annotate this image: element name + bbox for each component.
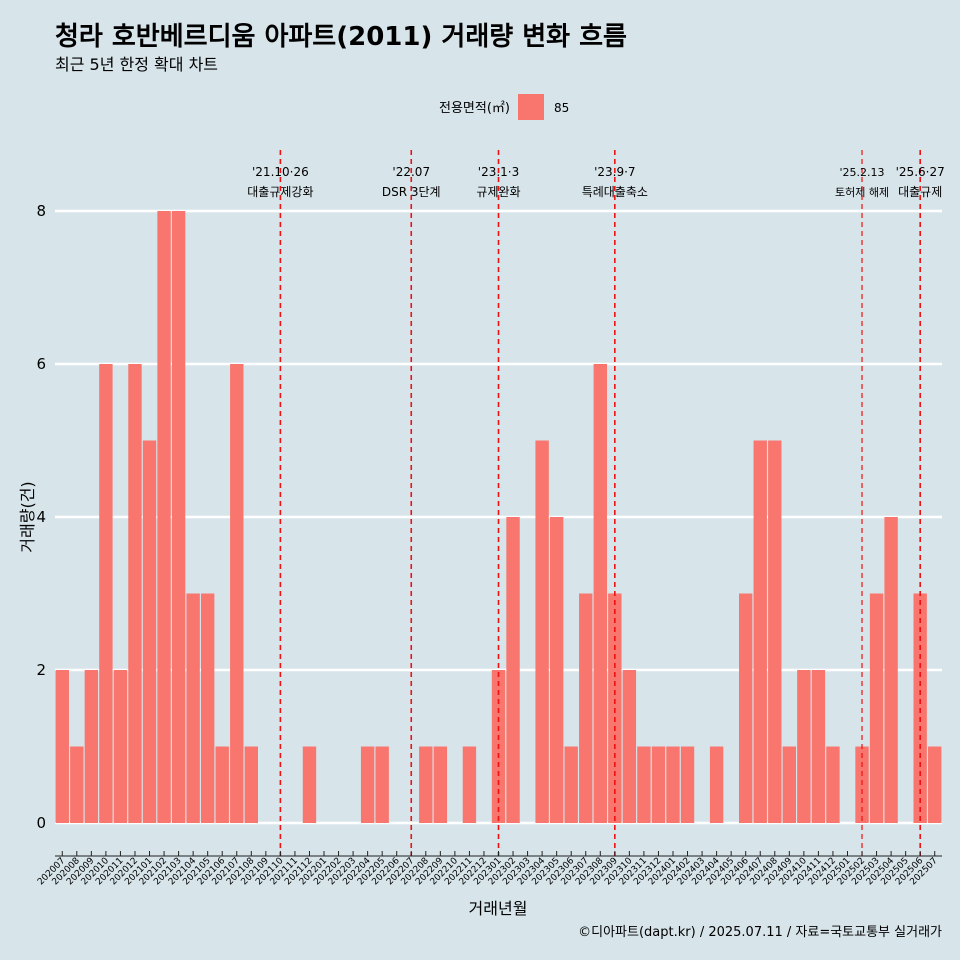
bar <box>739 593 753 823</box>
bar <box>826 746 840 823</box>
y-tick-label: 4 <box>36 508 46 526</box>
bar <box>84 670 99 823</box>
bar <box>506 517 520 823</box>
event-date-label: '21.10·26 <box>252 165 309 179</box>
y-tick-label: 6 <box>36 355 46 373</box>
bars <box>55 211 942 823</box>
chart-title: 청라 호반베르디움 아파트(2011) 거래량 변화 흐름 <box>55 22 627 52</box>
bar <box>433 746 448 823</box>
bar <box>99 364 113 823</box>
bar <box>666 746 680 823</box>
bar <box>709 746 724 823</box>
bar <box>55 670 69 823</box>
bar <box>462 746 477 823</box>
legend-item-label: 85 <box>554 101 569 115</box>
event-name-label: 특례대출축소 <box>582 185 648 199</box>
bar <box>797 670 811 823</box>
bar <box>200 593 215 823</box>
event-date-label: '23.1·3 <box>478 165 519 179</box>
legend-swatch <box>518 94 544 120</box>
event-name-label: 규제완화 <box>476 185 520 199</box>
bar <box>549 517 564 823</box>
bar <box>535 440 549 823</box>
bar <box>142 440 157 823</box>
bar <box>375 746 389 823</box>
bar <box>651 746 666 823</box>
bar <box>637 746 651 823</box>
bar <box>215 746 229 823</box>
bar <box>171 211 186 823</box>
event-date-label: '23.9·7 <box>594 165 635 179</box>
event-date-label: '22.07 <box>392 165 430 179</box>
x-axis-title: 거래년월 <box>469 899 528 918</box>
bar <box>884 517 898 823</box>
bar <box>157 211 171 823</box>
legend: 전용면적(㎡) 85 <box>439 94 569 120</box>
bar <box>128 364 142 823</box>
bar <box>186 593 200 823</box>
y-tick-label: 0 <box>36 814 46 832</box>
caption: ©디아파트(dapt.kr) / 2025.07.11 / 자료=국토교통부 실… <box>578 925 942 940</box>
event-name-label: 토허제 해제 <box>835 185 889 199</box>
bar <box>928 746 942 823</box>
bar <box>419 746 433 823</box>
bar <box>564 746 578 823</box>
bar <box>768 440 782 823</box>
bar <box>593 364 607 823</box>
bar <box>680 746 695 823</box>
bar <box>622 670 637 823</box>
bar <box>302 746 317 823</box>
bar <box>113 670 128 823</box>
event-name-label: DSR 3단계 <box>382 185 441 199</box>
event-name-label: 대출규제 <box>898 185 942 199</box>
bar <box>244 746 258 823</box>
bar <box>782 746 797 823</box>
legend-title: 전용면적(㎡) <box>439 101 510 116</box>
event-name-label: 대출규제강화 <box>247 185 313 199</box>
bar <box>869 593 884 823</box>
y-tick-label: 2 <box>36 661 46 679</box>
bar <box>70 746 84 823</box>
bar <box>360 746 375 823</box>
event-date-label: '25.6·27 <box>896 165 945 179</box>
annotations: '21.10·26 대출규제강화 '22.07 DSR 3단계 '23.1·3 규제완화 '… <box>247 150 945 856</box>
bar <box>811 670 826 823</box>
bar <box>579 593 593 823</box>
event-date-label: '25.2.13 <box>840 166 885 179</box>
chart-subtitle: 최근 5년 한정 확대 차트 <box>55 55 218 74</box>
y-tick-label: 8 <box>36 202 46 220</box>
y-axis-title: 거래량(건) <box>18 481 37 552</box>
bar <box>753 440 767 823</box>
bar <box>230 364 244 823</box>
